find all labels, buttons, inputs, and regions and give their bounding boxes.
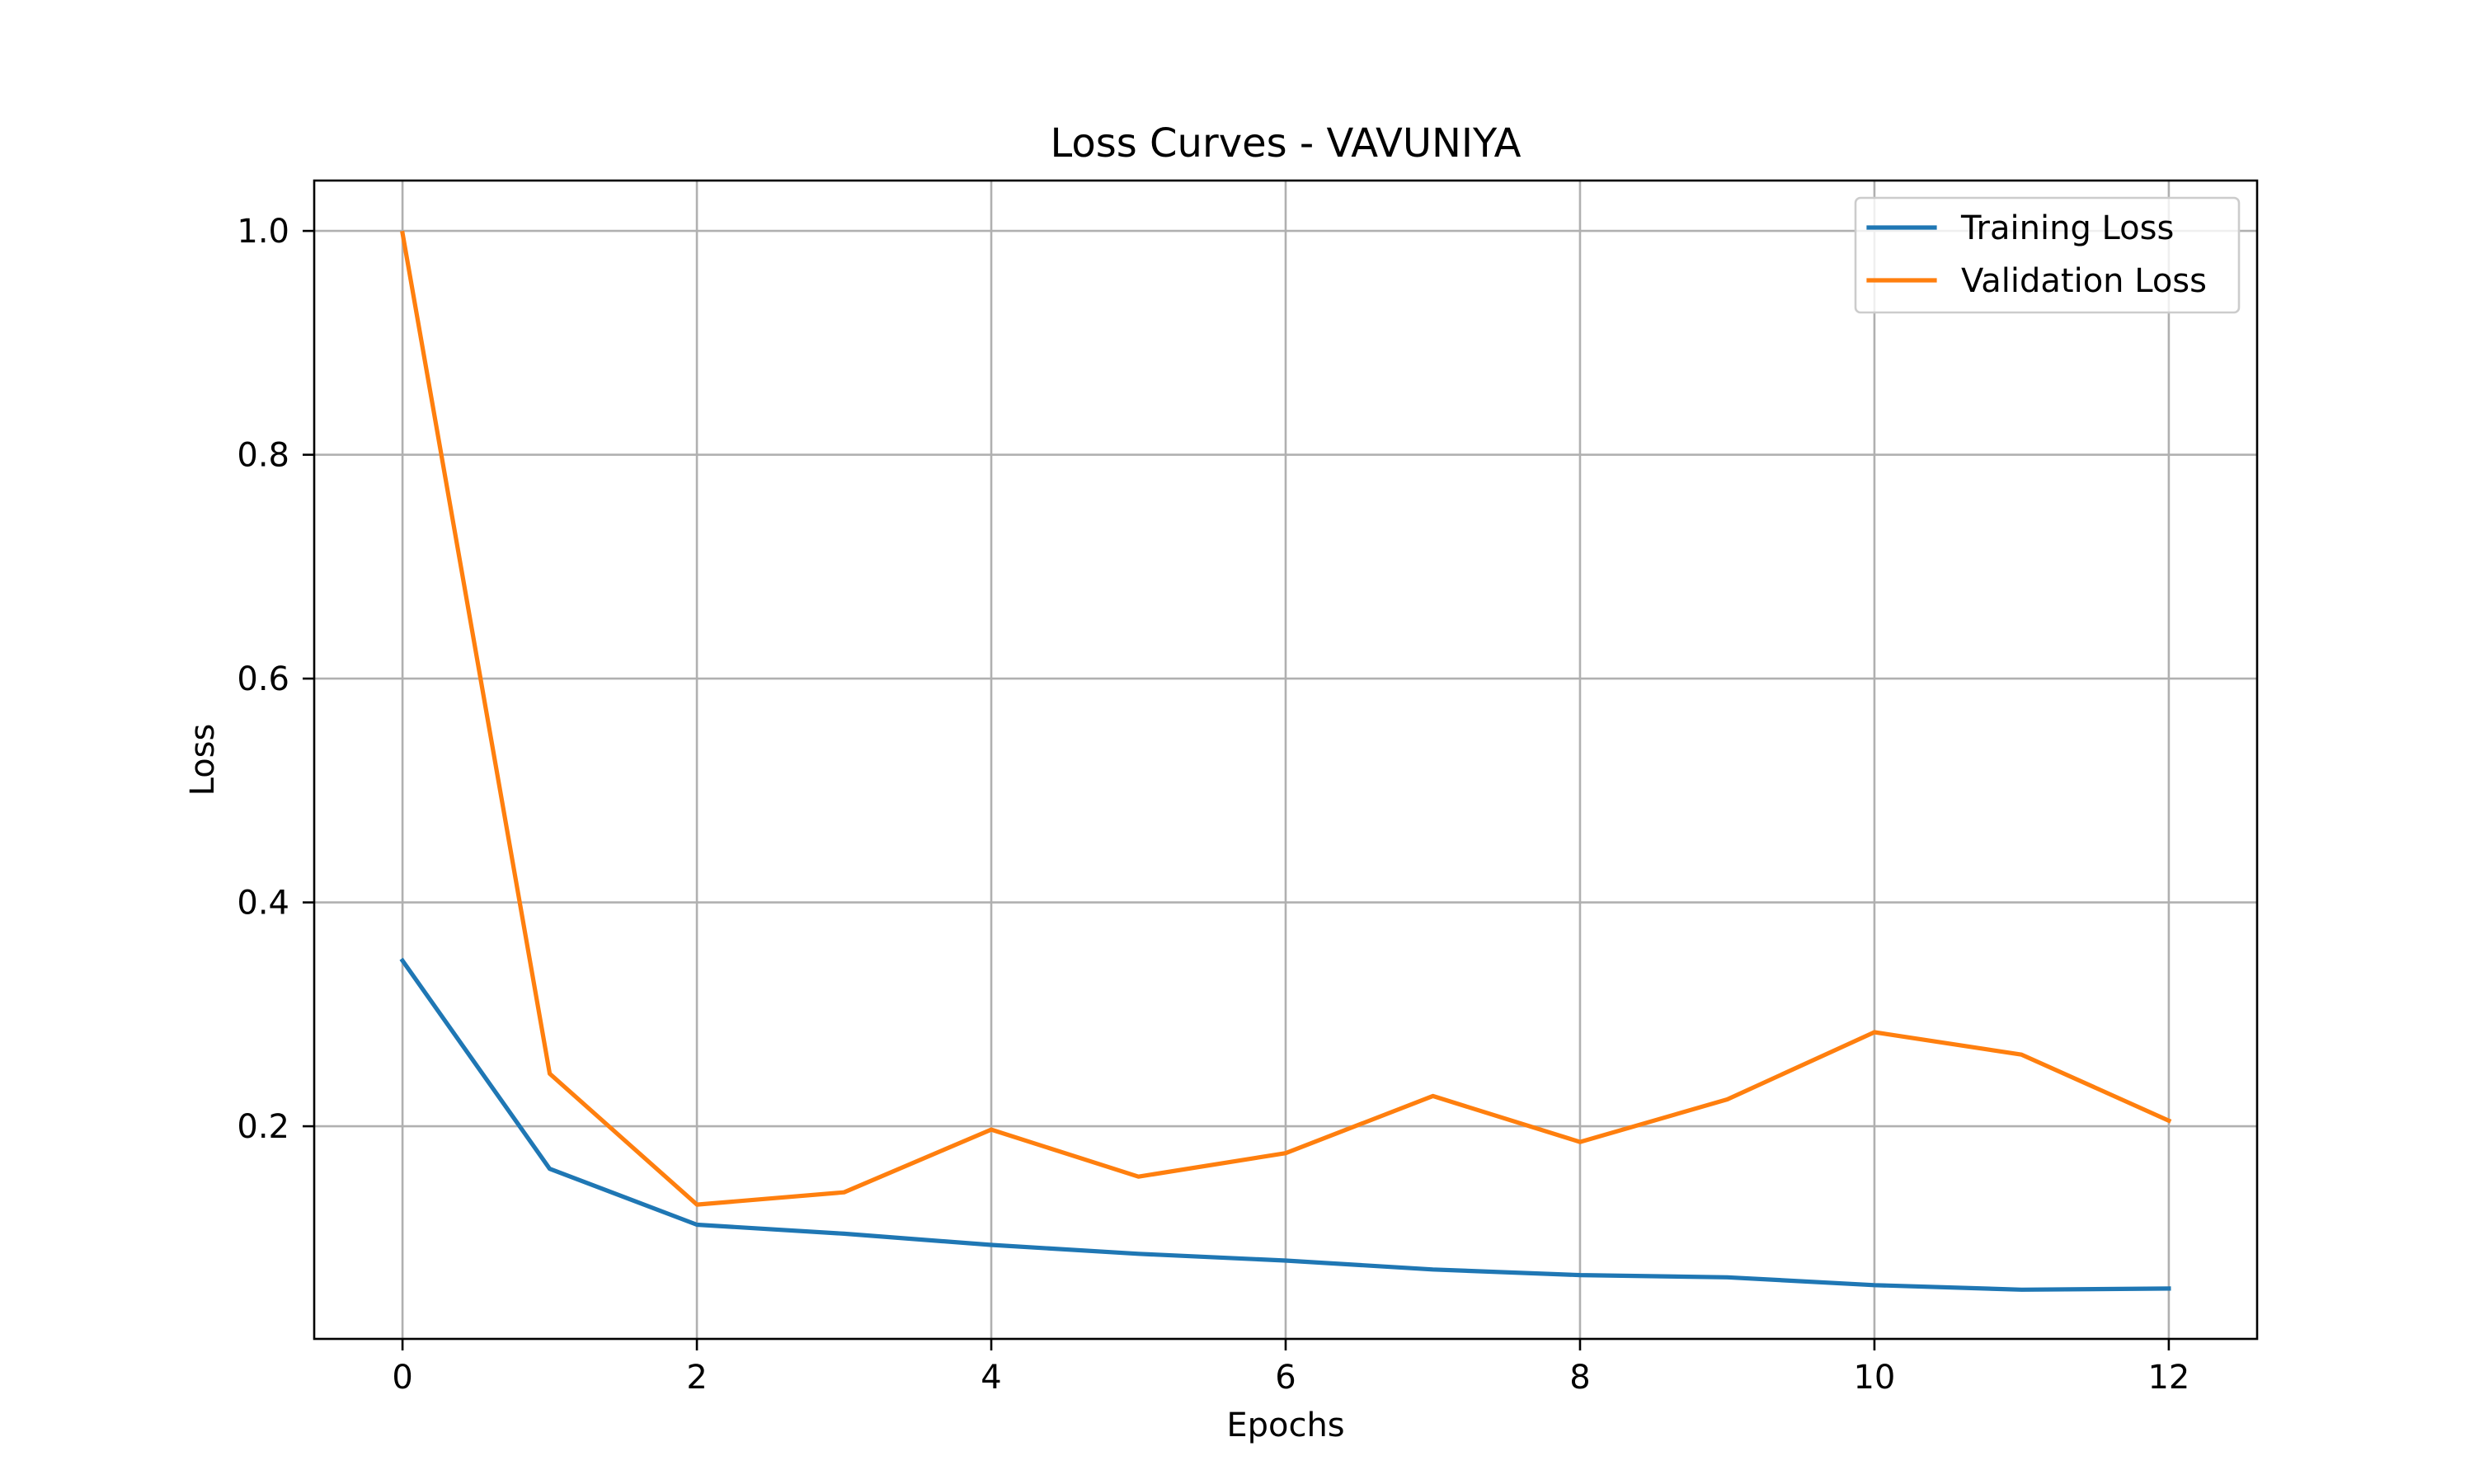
x-tick-label: 0	[392, 1359, 412, 1397]
y-tick-label: 0.2	[237, 1108, 289, 1146]
series-line-training-loss	[399, 957, 2171, 1292]
y-tick-label: 0.4	[237, 885, 289, 923]
x-axis-ticks: 0 2 4 6 8 10 12	[392, 1339, 2189, 1397]
y-axis-label: Loss	[184, 724, 222, 796]
series-lines	[399, 230, 2172, 1292]
x-axis-label: Epochs	[1226, 1407, 1344, 1444]
x-tick-label: 10	[1853, 1359, 1895, 1397]
grid-lines	[314, 181, 2257, 1339]
x-tick-label: 6	[1275, 1359, 1296, 1397]
legend-label-training-loss: Training Loss	[1960, 209, 2174, 247]
legend: Training Loss Validation Loss	[1854, 196, 2241, 314]
chart-title: Loss Curves - VAVUNIYA	[1051, 120, 1522, 167]
y-axis-ticks: 0.2 0.4 0.6 0.8 1.0	[237, 213, 314, 1146]
x-tick-label: 2	[686, 1359, 707, 1397]
x-tick-label: 8	[1569, 1359, 1590, 1397]
y-tick-label: 0.8	[237, 437, 289, 475]
legend-box	[1854, 196, 2241, 314]
x-tick-label: 4	[981, 1359, 1001, 1397]
y-tick-label: 0.6	[237, 660, 289, 698]
legend-label-validation-loss: Validation Loss	[1961, 262, 2207, 300]
y-tick-label: 1.0	[237, 213, 289, 251]
series-line-validation-loss	[400, 230, 2172, 1207]
x-tick-label: 12	[2147, 1359, 2189, 1397]
